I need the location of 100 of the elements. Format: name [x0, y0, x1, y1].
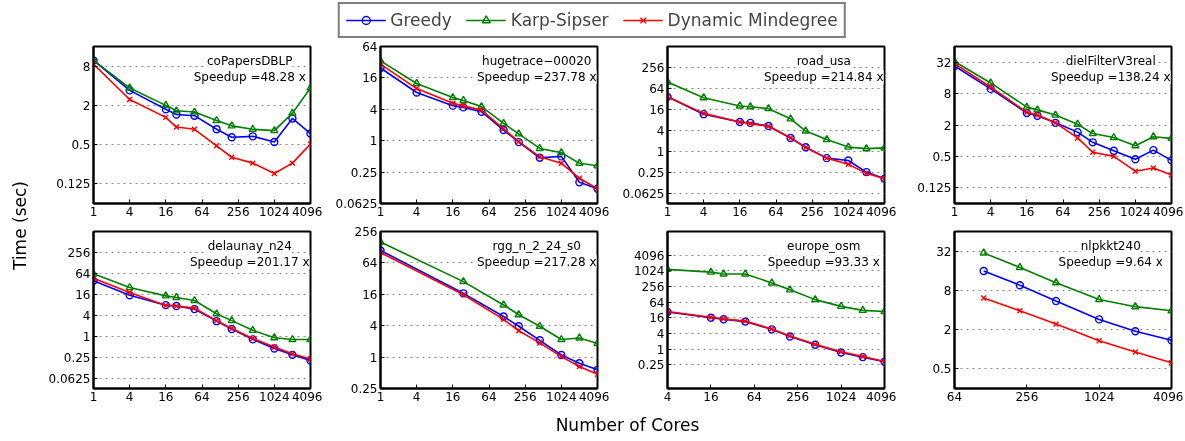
y-tick-label: 0.25 — [350, 165, 378, 180]
y-tick-label: 256 — [67, 245, 91, 260]
x-tick-label: 16 — [445, 204, 461, 219]
x-tick-label: 4096 — [865, 204, 897, 219]
y-tick-label: 16 — [362, 71, 378, 86]
text: dielFilterV3real — [1065, 54, 1156, 69]
y-tick-label: 64 — [649, 81, 665, 96]
x-tick-label: 1024 — [833, 204, 864, 219]
x-tick-label: 4 — [125, 204, 134, 219]
y-tick-label: 0.5 — [932, 149, 952, 164]
x-tick-label: 1024 — [546, 389, 577, 404]
x-tick-label: 256 — [226, 389, 250, 404]
text: Speedup =93.33 x — [767, 255, 880, 270]
y-tick-label: 4 — [82, 308, 91, 323]
y-tick-label: 4 — [369, 102, 378, 117]
x-tick-label: 1024 — [825, 389, 857, 404]
x-tick-label: 4 — [412, 204, 421, 219]
y-tick-label: 16 — [649, 311, 665, 326]
x-tick-label: 256 — [513, 204, 537, 219]
legend-label: Greedy — [390, 10, 452, 30]
y-tick-label: 0.125 — [56, 177, 91, 192]
y-tick-label: 64 — [362, 40, 378, 54]
x-tick-label: 64 — [768, 204, 784, 219]
y-tick-label: 0.0625 — [48, 371, 91, 386]
x-tick-label: 16 — [158, 204, 174, 219]
text: rgg_n_2_24_s0 — [492, 239, 581, 254]
x-tick-label: 256 — [513, 389, 537, 404]
y-tick-label: 0.0625 — [622, 186, 665, 201]
y-tick-label: 0.5 — [71, 138, 91, 153]
x-tick-label: 1024 — [546, 204, 577, 219]
y-tick-label: 0.25 — [637, 358, 665, 373]
x-tick-label: 64 — [746, 389, 762, 404]
y-tick-label: 4 — [369, 319, 378, 334]
x-tick-label: 4096 — [1152, 204, 1184, 219]
legend-label: Karp-Sipser — [510, 10, 609, 30]
y-tick-label: 1024 — [633, 264, 665, 279]
x-tick-label: 1024 — [1120, 204, 1151, 219]
text: Speedup =237.78 x — [476, 70, 597, 85]
text: hugetrace−00020 — [482, 54, 592, 69]
y-tick-label: 0.5 — [932, 362, 952, 377]
y-tick-label: 1 — [82, 329, 91, 344]
x-tick-label: 1024 — [1083, 389, 1115, 404]
text: Speedup =201.17 x — [189, 255, 310, 270]
x-tick-label: 64 — [194, 204, 210, 219]
y-tick-label: 2 — [943, 323, 952, 338]
x-tick-label: 4096 — [865, 389, 897, 404]
text: Speedup =48.28 x — [193, 70, 306, 85]
x-tick-label: 4 — [412, 389, 421, 404]
x-tick-label: 16 — [703, 389, 719, 404]
x-tick-label: 256 — [1015, 389, 1039, 404]
y-tick-label: 64 — [362, 256, 378, 271]
y-tick-label: 16 — [362, 287, 378, 302]
text: Speedup =217.28 x — [476, 255, 597, 270]
y-tick-label: 4096 — [633, 248, 665, 263]
legend-label: Dynamic Mindegree — [667, 10, 838, 30]
y-tick-label: 32 — [936, 244, 952, 259]
y-tick-label: 32 — [936, 55, 952, 70]
y-tick-label: 64 — [649, 295, 665, 310]
text: Speedup =9.64 x — [1058, 255, 1163, 270]
x-tick-label: 64 — [481, 204, 497, 219]
text: delaunay_n24 — [207, 239, 292, 254]
y-tick-label: 8 — [943, 283, 952, 298]
x-tick-label: 4096 — [1152, 389, 1184, 404]
text: road_usa — [796, 54, 851, 69]
y-tick-label: 8 — [82, 59, 91, 74]
y-tick-label: 1 — [656, 342, 665, 357]
y-tick-label: 16 — [75, 287, 91, 302]
y-tick-label: 8 — [943, 87, 952, 102]
y-tick-label: 1 — [369, 134, 378, 149]
y-tick-label: 256 — [641, 60, 665, 75]
y-tick-label: 0.25 — [637, 165, 665, 180]
text: europe_osm — [787, 239, 861, 254]
x-tick-label: 1024 — [259, 389, 290, 404]
y-tick-label: 4 — [656, 327, 665, 342]
x-tick-label: 4096 — [291, 389, 323, 404]
x-tick-label: 16 — [158, 389, 174, 404]
x-tick-label: 256 — [800, 204, 824, 219]
y-tick-label: 1 — [656, 144, 665, 159]
x-tick-label: 4 — [986, 204, 995, 219]
y-tick-label: 0.125 — [917, 181, 952, 196]
x-tick-label: 1024 — [259, 204, 290, 219]
y-tick-label: 0.0625 — [335, 197, 378, 211]
y-tick-label: 4 — [656, 123, 665, 138]
y-tick-label: 0.25 — [63, 350, 91, 365]
x-tick-label: 4 — [699, 204, 708, 219]
x-tick-label: 256 — [1087, 204, 1111, 219]
y-tick-label: 2 — [82, 98, 91, 113]
text: nlpkkt240 — [1080, 239, 1141, 254]
y-tick-label: 1 — [369, 350, 378, 365]
y-tick-label: 2 — [943, 118, 952, 133]
y-axis-title: Time (sec) — [9, 181, 30, 271]
x-tick-label: 64 — [194, 389, 210, 404]
y-tick-label: 64 — [75, 266, 91, 281]
x-tick-label: 4096 — [578, 204, 610, 219]
x-tick-label: 4096 — [578, 389, 610, 404]
x-tick-label: 64 — [1055, 204, 1071, 219]
x-tick-label: 16 — [1019, 204, 1035, 219]
text: coPapersDBLP — [206, 54, 293, 69]
x-tick-label: 4 — [125, 389, 134, 404]
x-tick-label: 4096 — [291, 204, 323, 219]
